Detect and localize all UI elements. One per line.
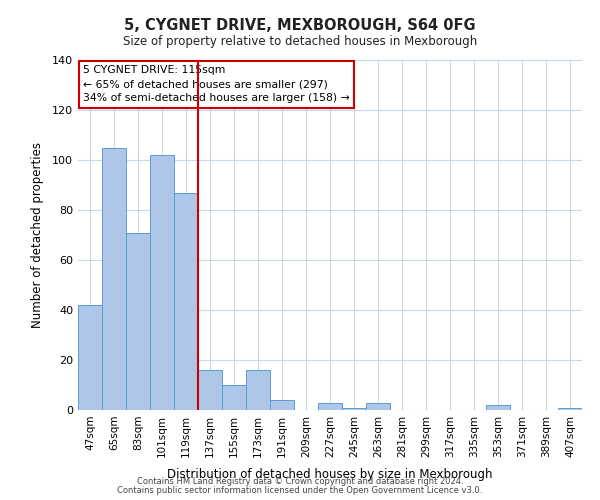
Bar [366,402,390,410]
X-axis label: Distribution of detached houses by size in Mexborough: Distribution of detached houses by size … [167,468,493,481]
Bar [558,408,582,410]
Text: Contains public sector information licensed under the Open Government Licence v3: Contains public sector information licen… [118,486,482,495]
Bar [246,370,270,410]
Bar [174,192,198,410]
Text: 5, CYGNET DRIVE, MEXBOROUGH, S64 0FG: 5, CYGNET DRIVE, MEXBOROUGH, S64 0FG [124,18,476,32]
Text: 5 CYGNET DRIVE: 115sqm
← 65% of detached houses are smaller (297)
34% of semi-de: 5 CYGNET DRIVE: 115sqm ← 65% of detached… [83,66,350,104]
Text: Contains HM Land Registry data © Crown copyright and database right 2024.: Contains HM Land Registry data © Crown c… [137,477,463,486]
Bar [270,400,294,410]
Bar [198,370,222,410]
Bar [126,232,150,410]
Bar [102,148,126,410]
Bar [342,408,366,410]
Bar [222,385,246,410]
Y-axis label: Number of detached properties: Number of detached properties [31,142,44,328]
Bar [150,155,174,410]
Bar [78,305,102,410]
Bar [486,405,510,410]
Bar [318,402,342,410]
Text: Size of property relative to detached houses in Mexborough: Size of property relative to detached ho… [123,35,477,48]
